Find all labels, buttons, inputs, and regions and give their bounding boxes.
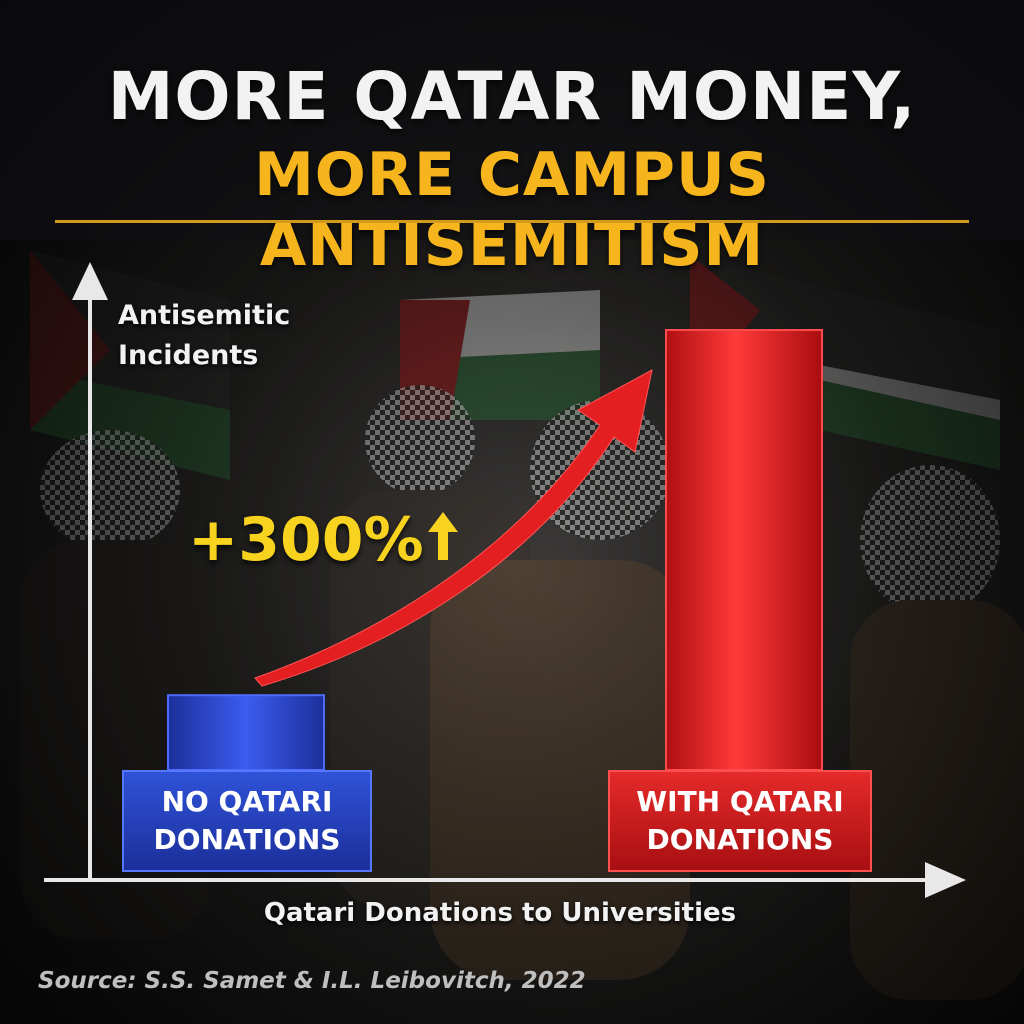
annotation-text: +300%: [188, 505, 424, 575]
trend-arrow-icon: [254, 369, 653, 687]
source-citation: Source: S.S. Samet & I.L. Leibovitch, 20…: [38, 968, 586, 994]
title-line-1: MORE QATAR MONEY,: [107, 58, 917, 135]
y-axis-label: Antisemitic Incidents: [118, 300, 291, 371]
y-axis-arrow-icon: [72, 262, 108, 300]
up-arrow-icon: [427, 512, 458, 560]
x-axis-arrow-icon: [925, 862, 966, 898]
increase-annotation: +300%: [188, 505, 460, 575]
category-label-no-donations: NO QATARI DONATIONS: [122, 770, 372, 872]
x-axis-label: Qatari Donations to Universities: [263, 898, 737, 928]
category-label-with-donations: WITH QATARI DONATIONS: [608, 770, 872, 872]
bar-1: [665, 329, 823, 771]
title-divider: [55, 220, 969, 223]
bar-0: [167, 694, 325, 772]
